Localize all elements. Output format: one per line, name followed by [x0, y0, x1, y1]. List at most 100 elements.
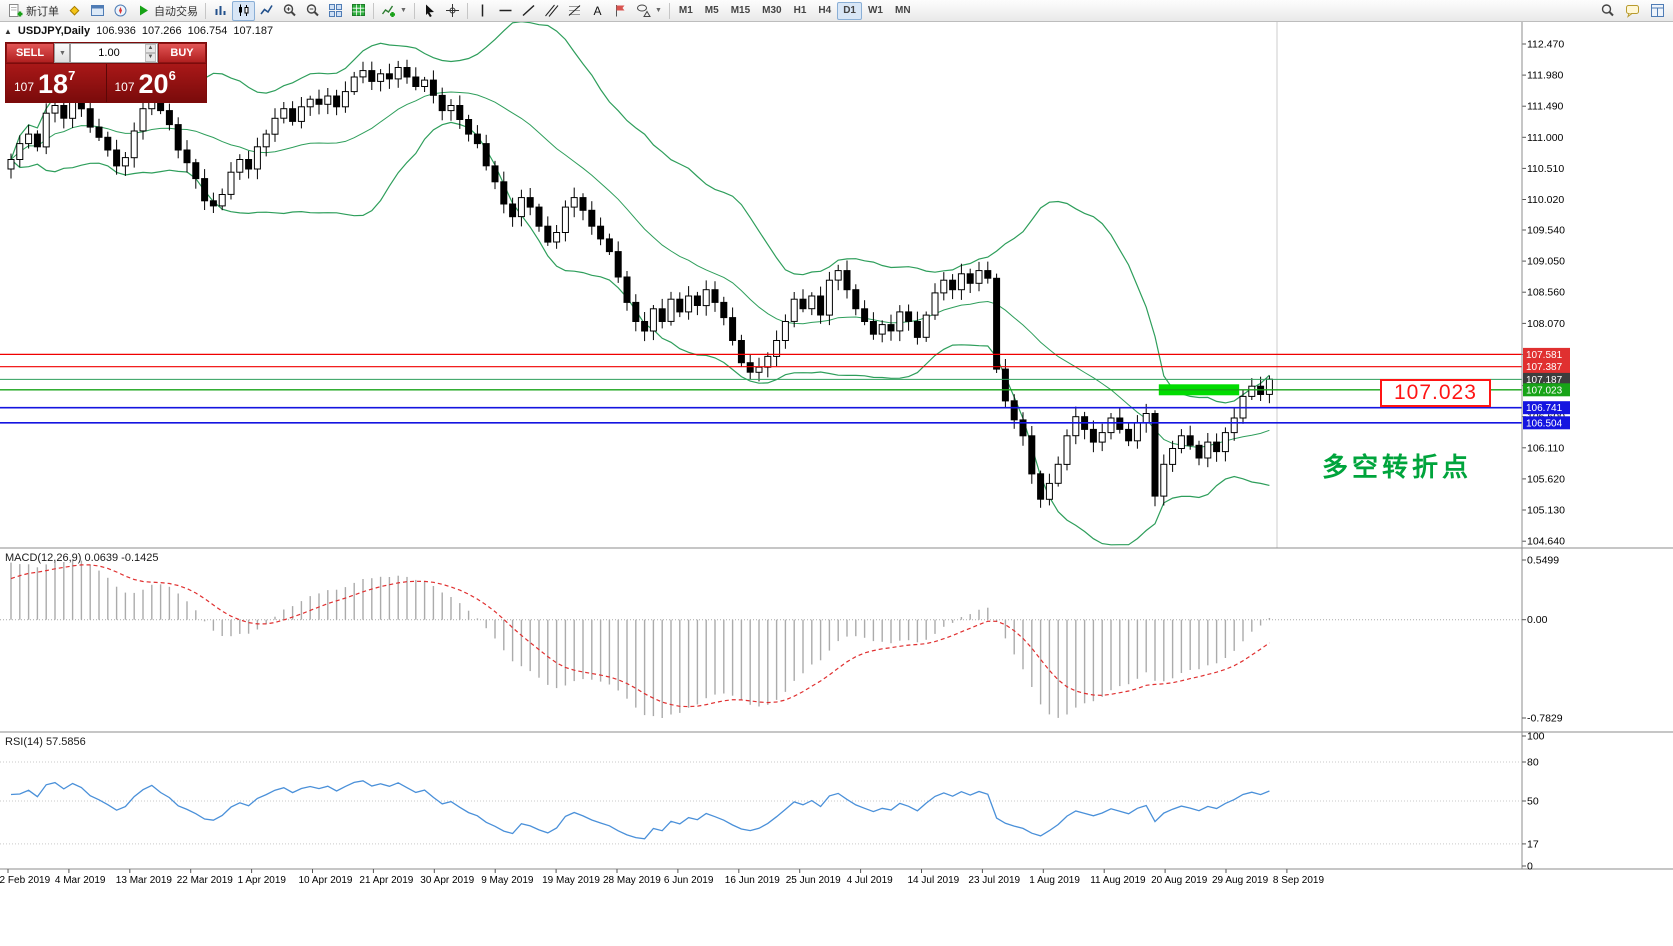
data-window-button[interactable]: [86, 1, 109, 21]
market-watch-icon: [67, 3, 82, 18]
bar-chart-icon: [213, 3, 228, 18]
volume-up-button[interactable]: ▲: [145, 44, 156, 53]
bar-chart-button[interactable]: [209, 1, 232, 21]
market-watch-button[interactable]: [63, 1, 86, 21]
svg-text:17: 17: [1527, 838, 1539, 850]
vertical-line-icon: [475, 3, 490, 18]
svg-text:14 Jul 2019: 14 Jul 2019: [908, 875, 960, 886]
toolbar-separator: [668, 2, 670, 19]
navigator-button[interactable]: [109, 1, 132, 21]
svg-text:0.5499: 0.5499: [1527, 555, 1559, 567]
fibonacci-button[interactable]: [563, 1, 586, 21]
zoom-in-button[interactable]: [278, 1, 301, 21]
svg-text:22 Feb 2019: 22 Feb 2019: [0, 875, 51, 886]
shapes-caret-icon: ▼: [654, 7, 662, 14]
text-label-button[interactable]: [609, 1, 632, 21]
zoom-out-button[interactable]: [301, 1, 324, 21]
timeframe-m5-button[interactable]: M5: [699, 2, 725, 20]
timeframe-m1-button[interactable]: M1: [673, 2, 699, 20]
ohlc-close: 107.187: [233, 25, 274, 37]
svg-text:105.620: 105.620: [1527, 473, 1565, 485]
svg-text:50: 50: [1527, 796, 1539, 808]
svg-text:107.023: 107.023: [1526, 385, 1563, 396]
indicators-caret-icon: ▼: [400, 7, 407, 14]
svg-text:9 May 2019: 9 May 2019: [481, 875, 534, 886]
timeframe-h4-button[interactable]: H4: [812, 2, 837, 20]
svg-text:109.050: 109.050: [1527, 256, 1565, 268]
timeframe-h1-button[interactable]: H1: [788, 2, 813, 20]
text-button[interactable]: A: [586, 1, 609, 21]
shapes-dropdown-button[interactable]: ▼: [632, 1, 666, 21]
indicators-icon: [381, 3, 396, 18]
timeframe-mn-button[interactable]: MN: [889, 2, 917, 20]
timeframe-w1-button[interactable]: W1: [862, 2, 889, 20]
svg-text:110.020: 110.020: [1527, 194, 1564, 206]
timeframe-d1-button[interactable]: D1: [837, 1, 862, 20]
svg-text:104.640: 104.640: [1527, 536, 1565, 548]
trade-panel-collapse-arrow[interactable]: ▲: [4, 26, 12, 36]
svg-text:28 May 2019: 28 May 2019: [603, 875, 661, 886]
channel-button[interactable]: [540, 1, 563, 21]
shapes-icon: [636, 3, 651, 18]
price-callout-box[interactable]: 107.023: [1380, 379, 1491, 407]
buy-price-pips: 20: [138, 69, 169, 99]
toolbar-separator: [373, 2, 374, 19]
layout-button[interactable]: [1646, 1, 1669, 21]
vertical-line-button[interactable]: [471, 1, 494, 21]
svg-text:100: 100: [1527, 731, 1545, 743]
horizontal-line-button[interactable]: [494, 1, 517, 21]
line-chart-icon: [259, 3, 274, 18]
toolbar-separator: [413, 2, 415, 19]
sell-price-sup: 7: [68, 68, 76, 83]
sell-button[interactable]: SELL: [6, 43, 54, 63]
trendline-icon: [521, 3, 536, 18]
svg-text:106.504: 106.504: [1526, 418, 1563, 429]
search-button[interactable]: [1596, 1, 1619, 21]
svg-text:10 Apr 2019: 10 Apr 2019: [299, 875, 353, 886]
buy-button[interactable]: BUY: [158, 43, 206, 63]
search-icon: [1600, 3, 1615, 18]
svg-text:111.980: 111.980: [1527, 70, 1564, 82]
layout-icon: [1650, 3, 1665, 18]
candlestick-chart-button[interactable]: [232, 0, 255, 21]
chat-button[interactable]: [1621, 1, 1644, 21]
zoom-in-icon: [282, 3, 297, 18]
text-icon: A: [590, 3, 605, 18]
trade-panel-prices: 107 18 7 107 20 6: [6, 64, 206, 102]
chinese-annotation-text[interactable]: 多空转折点: [1322, 452, 1473, 482]
dropdown-caret-icon: ▼: [59, 49, 66, 57]
svg-text:107.387: 107.387: [1526, 362, 1563, 373]
arrange-grid-button[interactable]: [347, 1, 370, 21]
new-order-label: 新订单: [26, 5, 59, 18]
price-chart[interactable]: 112.470 111.980 111.490 111.000 110.510 110.0…: [0, 22, 1673, 946]
order-type-dropdown[interactable]: ▼: [54, 43, 70, 63]
timeframe-m15-button[interactable]: M15: [725, 2, 756, 20]
svg-text:110.510: 110.510: [1527, 163, 1564, 175]
trendline-button[interactable]: [517, 1, 540, 21]
svg-text:21 Apr 2019: 21 Apr 2019: [359, 875, 413, 886]
svg-text:23 Jul 2019: 23 Jul 2019: [968, 875, 1020, 886]
svg-text:80: 80: [1527, 757, 1539, 769]
svg-text:25 Jun 2019: 25 Jun 2019: [786, 875, 841, 886]
timeframe-m30-button[interactable]: M30: [756, 2, 787, 20]
buy-price-button[interactable]: 107 20 6: [107, 64, 207, 102]
autotrading-button[interactable]: 自动交易: [132, 1, 202, 21]
cursor-button[interactable]: [418, 1, 441, 21]
volume-down-button[interactable]: ▼: [145, 53, 156, 62]
line-chart-button[interactable]: [255, 1, 278, 21]
crosshair-button[interactable]: [441, 1, 464, 21]
new-order-button[interactable]: 新订单: [4, 1, 63, 21]
tile-windows-icon: [328, 3, 343, 18]
volume-input[interactable]: [71, 47, 157, 59]
svg-text:8 Sep 2019: 8 Sep 2019: [1273, 875, 1325, 886]
ohlc-open: 106.936: [96, 25, 136, 37]
tile-windows-button[interactable]: [324, 1, 347, 21]
svg-text:105.130: 105.130: [1527, 505, 1565, 517]
volume-spinner: ▲ ▼: [145, 44, 156, 62]
symbol-header: ▲ USDJPY,Daily 106.936 107.266 106.754 1…: [4, 25, 273, 37]
svg-text:4 Jul 2019: 4 Jul 2019: [847, 875, 894, 886]
ohlc-low: 106.754: [187, 25, 228, 37]
sell-price-button[interactable]: 107 18 7: [6, 64, 107, 102]
indicators-button[interactable]: ▼: [377, 1, 411, 21]
candlestick-chart-icon: [236, 3, 251, 18]
